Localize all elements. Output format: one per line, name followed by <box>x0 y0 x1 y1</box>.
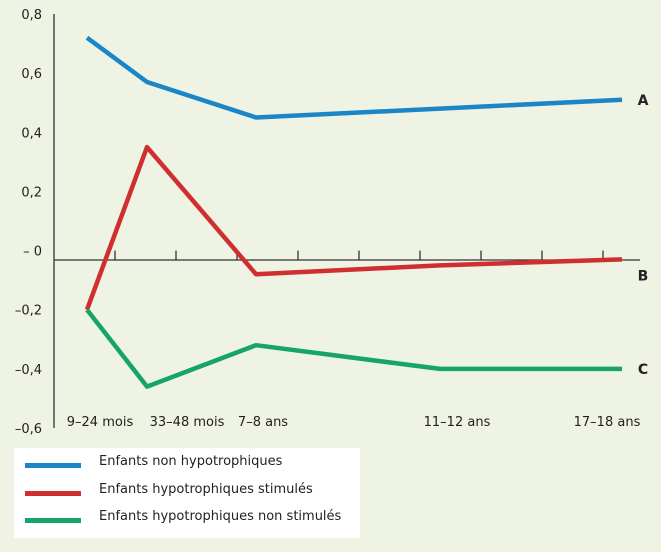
x-tick-label: 9–24 mois <box>67 415 134 430</box>
y-tick-label: 0,6 <box>21 67 42 82</box>
series-tag-b: B <box>638 268 649 284</box>
legend-swatch-a <box>25 463 81 468</box>
y-tick-label: 0,8 <box>21 8 42 23</box>
series-tag-c: C <box>638 362 648 378</box>
series-tag-a: A <box>638 93 649 109</box>
legend-swatch-c <box>25 518 81 523</box>
series-line-c <box>85 308 622 389</box>
y-tick-label: – 0 <box>23 245 42 260</box>
y-tick-label: –0,4 <box>15 363 42 378</box>
legend-label-c: Enfants hypotrophiques non stimulés <box>99 509 342 524</box>
legend-label-a: Enfants non hypotrophiques <box>99 454 283 469</box>
x-tick-label: 11–12 ans <box>424 415 491 430</box>
series-line-b <box>84 144 623 311</box>
legend: Enfants non hypotrophiques Enfants hypot… <box>14 448 360 538</box>
legend-label-b: Enfants hypotrophiques stimulés <box>99 482 313 497</box>
x-tick-label: 33–48 mois <box>150 415 225 430</box>
y-tick-label: –0,6 <box>15 422 42 437</box>
legend-swatch-b <box>25 491 81 496</box>
x-tick-label: 7–8 ans <box>238 415 288 430</box>
series-line-a <box>85 35 623 120</box>
y-tick-label: –0,2 <box>15 304 42 319</box>
y-tick-label: 0,2 <box>21 185 42 200</box>
y-tick-label: 0,4 <box>21 126 42 141</box>
x-tick-label: 17–18 ans <box>574 415 641 430</box>
